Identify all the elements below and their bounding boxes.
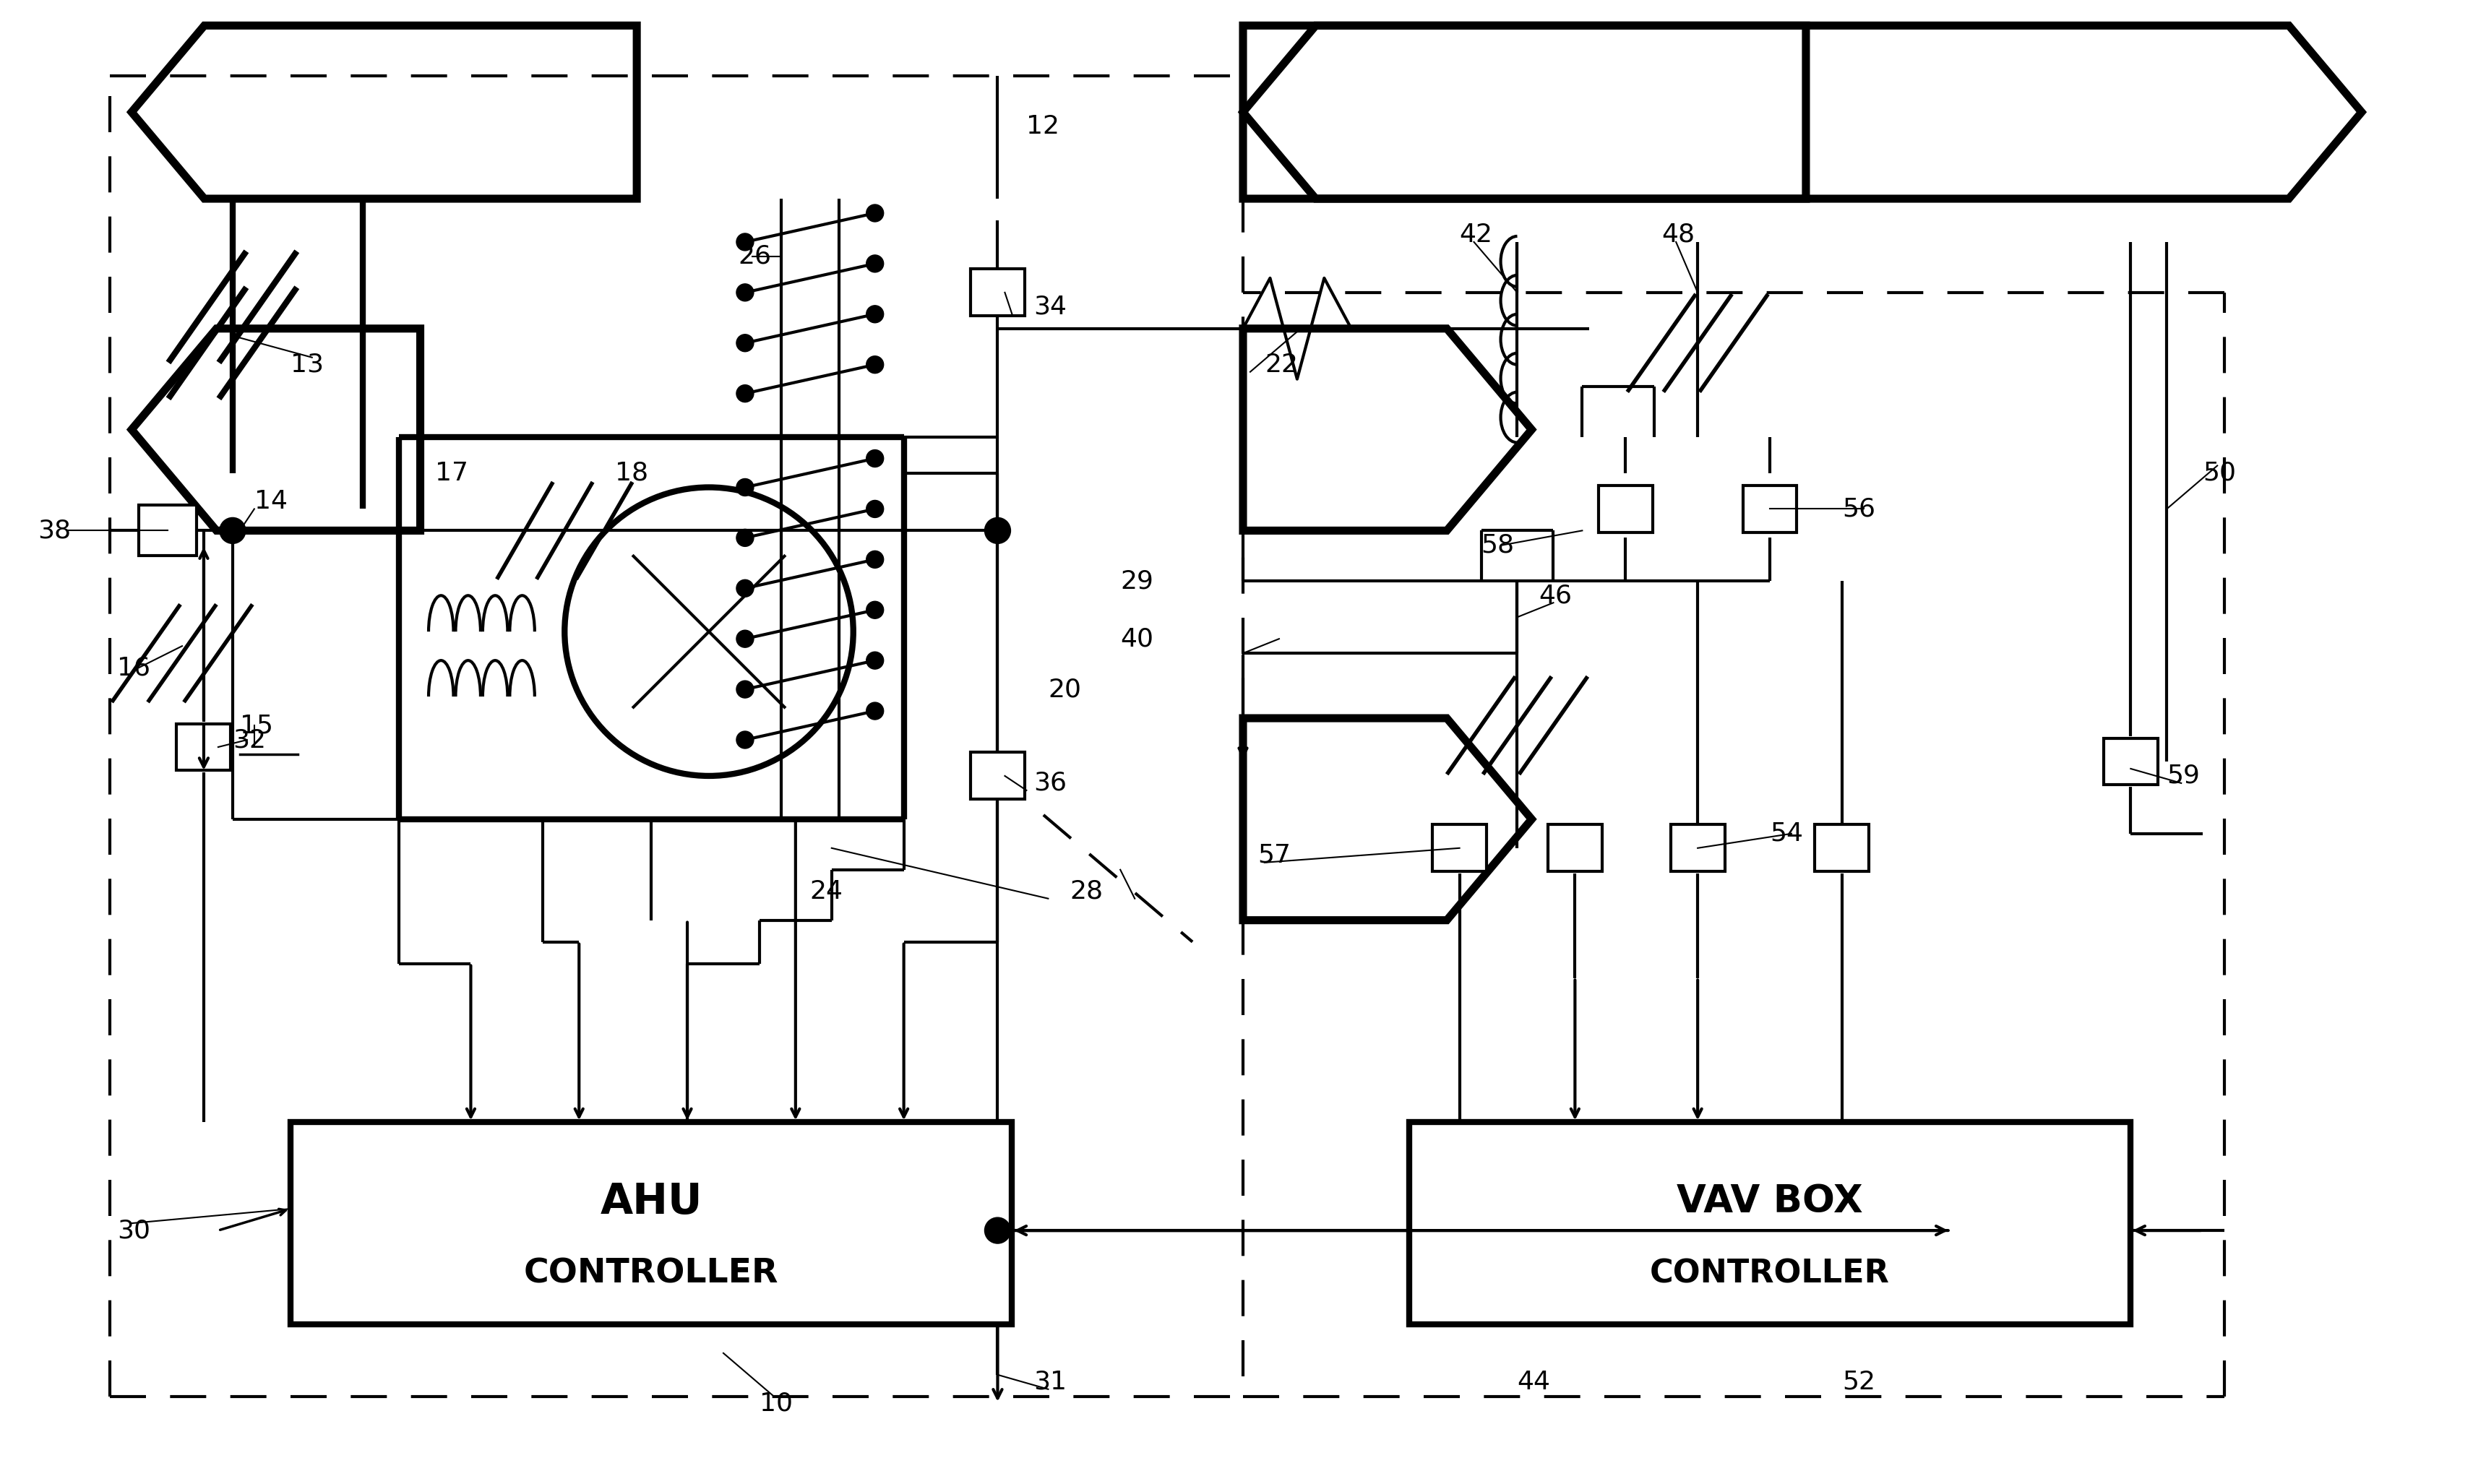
Bar [139, 506, 196, 556]
Text: 12: 12 [1027, 114, 1059, 139]
Text: 56: 56 [1842, 497, 1874, 521]
Circle shape [736, 631, 753, 647]
Circle shape [865, 500, 883, 518]
Circle shape [736, 479, 753, 496]
Text: 13: 13 [291, 352, 323, 377]
Text: 50: 50 [2203, 460, 2235, 485]
Text: 29: 29 [1121, 568, 1154, 594]
Circle shape [736, 384, 753, 402]
Text: 26: 26 [738, 245, 771, 269]
Text: 20: 20 [1047, 677, 1081, 702]
Text: 16: 16 [117, 656, 149, 680]
Circle shape [736, 530, 753, 546]
Circle shape [219, 518, 246, 543]
Bar [1598, 485, 1653, 533]
Text: 34: 34 [1034, 295, 1066, 319]
Text: 10: 10 [758, 1392, 793, 1416]
Text: 40: 40 [1121, 626, 1154, 651]
Bar [291, 1122, 1012, 1324]
Circle shape [865, 450, 883, 467]
Text: 57: 57 [1258, 843, 1290, 868]
Circle shape [865, 306, 883, 324]
Text: CONTROLLER: CONTROLLER [1648, 1258, 1889, 1290]
Text: 48: 48 [1661, 223, 1695, 246]
Text: 32: 32 [234, 727, 266, 752]
Circle shape [865, 356, 883, 374]
Bar [177, 724, 231, 770]
Text: 42: 42 [1459, 223, 1492, 246]
Bar [1743, 485, 1797, 533]
Text: AHU: AHU [599, 1181, 701, 1223]
Text: 28: 28 [1069, 879, 1104, 904]
Bar [1546, 825, 1601, 871]
Text: 30: 30 [117, 1218, 149, 1242]
Text: 36: 36 [1034, 770, 1066, 795]
Text: CONTROLLER: CONTROLLER [525, 1257, 778, 1290]
Text: 17: 17 [435, 460, 467, 485]
Text: 52: 52 [1842, 1370, 1874, 1395]
Circle shape [984, 518, 1009, 543]
Text: VAV BOX: VAV BOX [1676, 1183, 1862, 1220]
Text: 59: 59 [2165, 764, 2200, 788]
Circle shape [984, 1217, 1009, 1244]
Text: 24: 24 [810, 879, 843, 904]
Circle shape [736, 334, 753, 352]
Text: 44: 44 [1516, 1370, 1551, 1395]
Circle shape [736, 233, 753, 251]
Bar [970, 269, 1024, 316]
Bar [2103, 738, 2158, 785]
Circle shape [865, 601, 883, 619]
Circle shape [865, 702, 883, 720]
Bar [1815, 825, 1869, 871]
Circle shape [736, 283, 753, 301]
Bar [1410, 1122, 2131, 1324]
Circle shape [736, 580, 753, 597]
Circle shape [865, 651, 883, 669]
Circle shape [736, 732, 753, 748]
Text: 58: 58 [1482, 533, 1514, 558]
Text: 22: 22 [1265, 352, 1298, 377]
Text: 14: 14 [254, 490, 288, 513]
Circle shape [865, 205, 883, 221]
Text: 15: 15 [239, 714, 273, 738]
Text: 54: 54 [1770, 821, 1802, 846]
Bar [1432, 825, 1487, 871]
Text: 38: 38 [37, 518, 72, 543]
Text: 31: 31 [1034, 1370, 1066, 1395]
Circle shape [736, 681, 753, 697]
Bar [970, 752, 1024, 800]
Text: 46: 46 [1539, 583, 1571, 608]
Bar [1671, 825, 1725, 871]
Circle shape [865, 551, 883, 568]
Circle shape [865, 255, 883, 272]
Text: 18: 18 [614, 460, 649, 485]
